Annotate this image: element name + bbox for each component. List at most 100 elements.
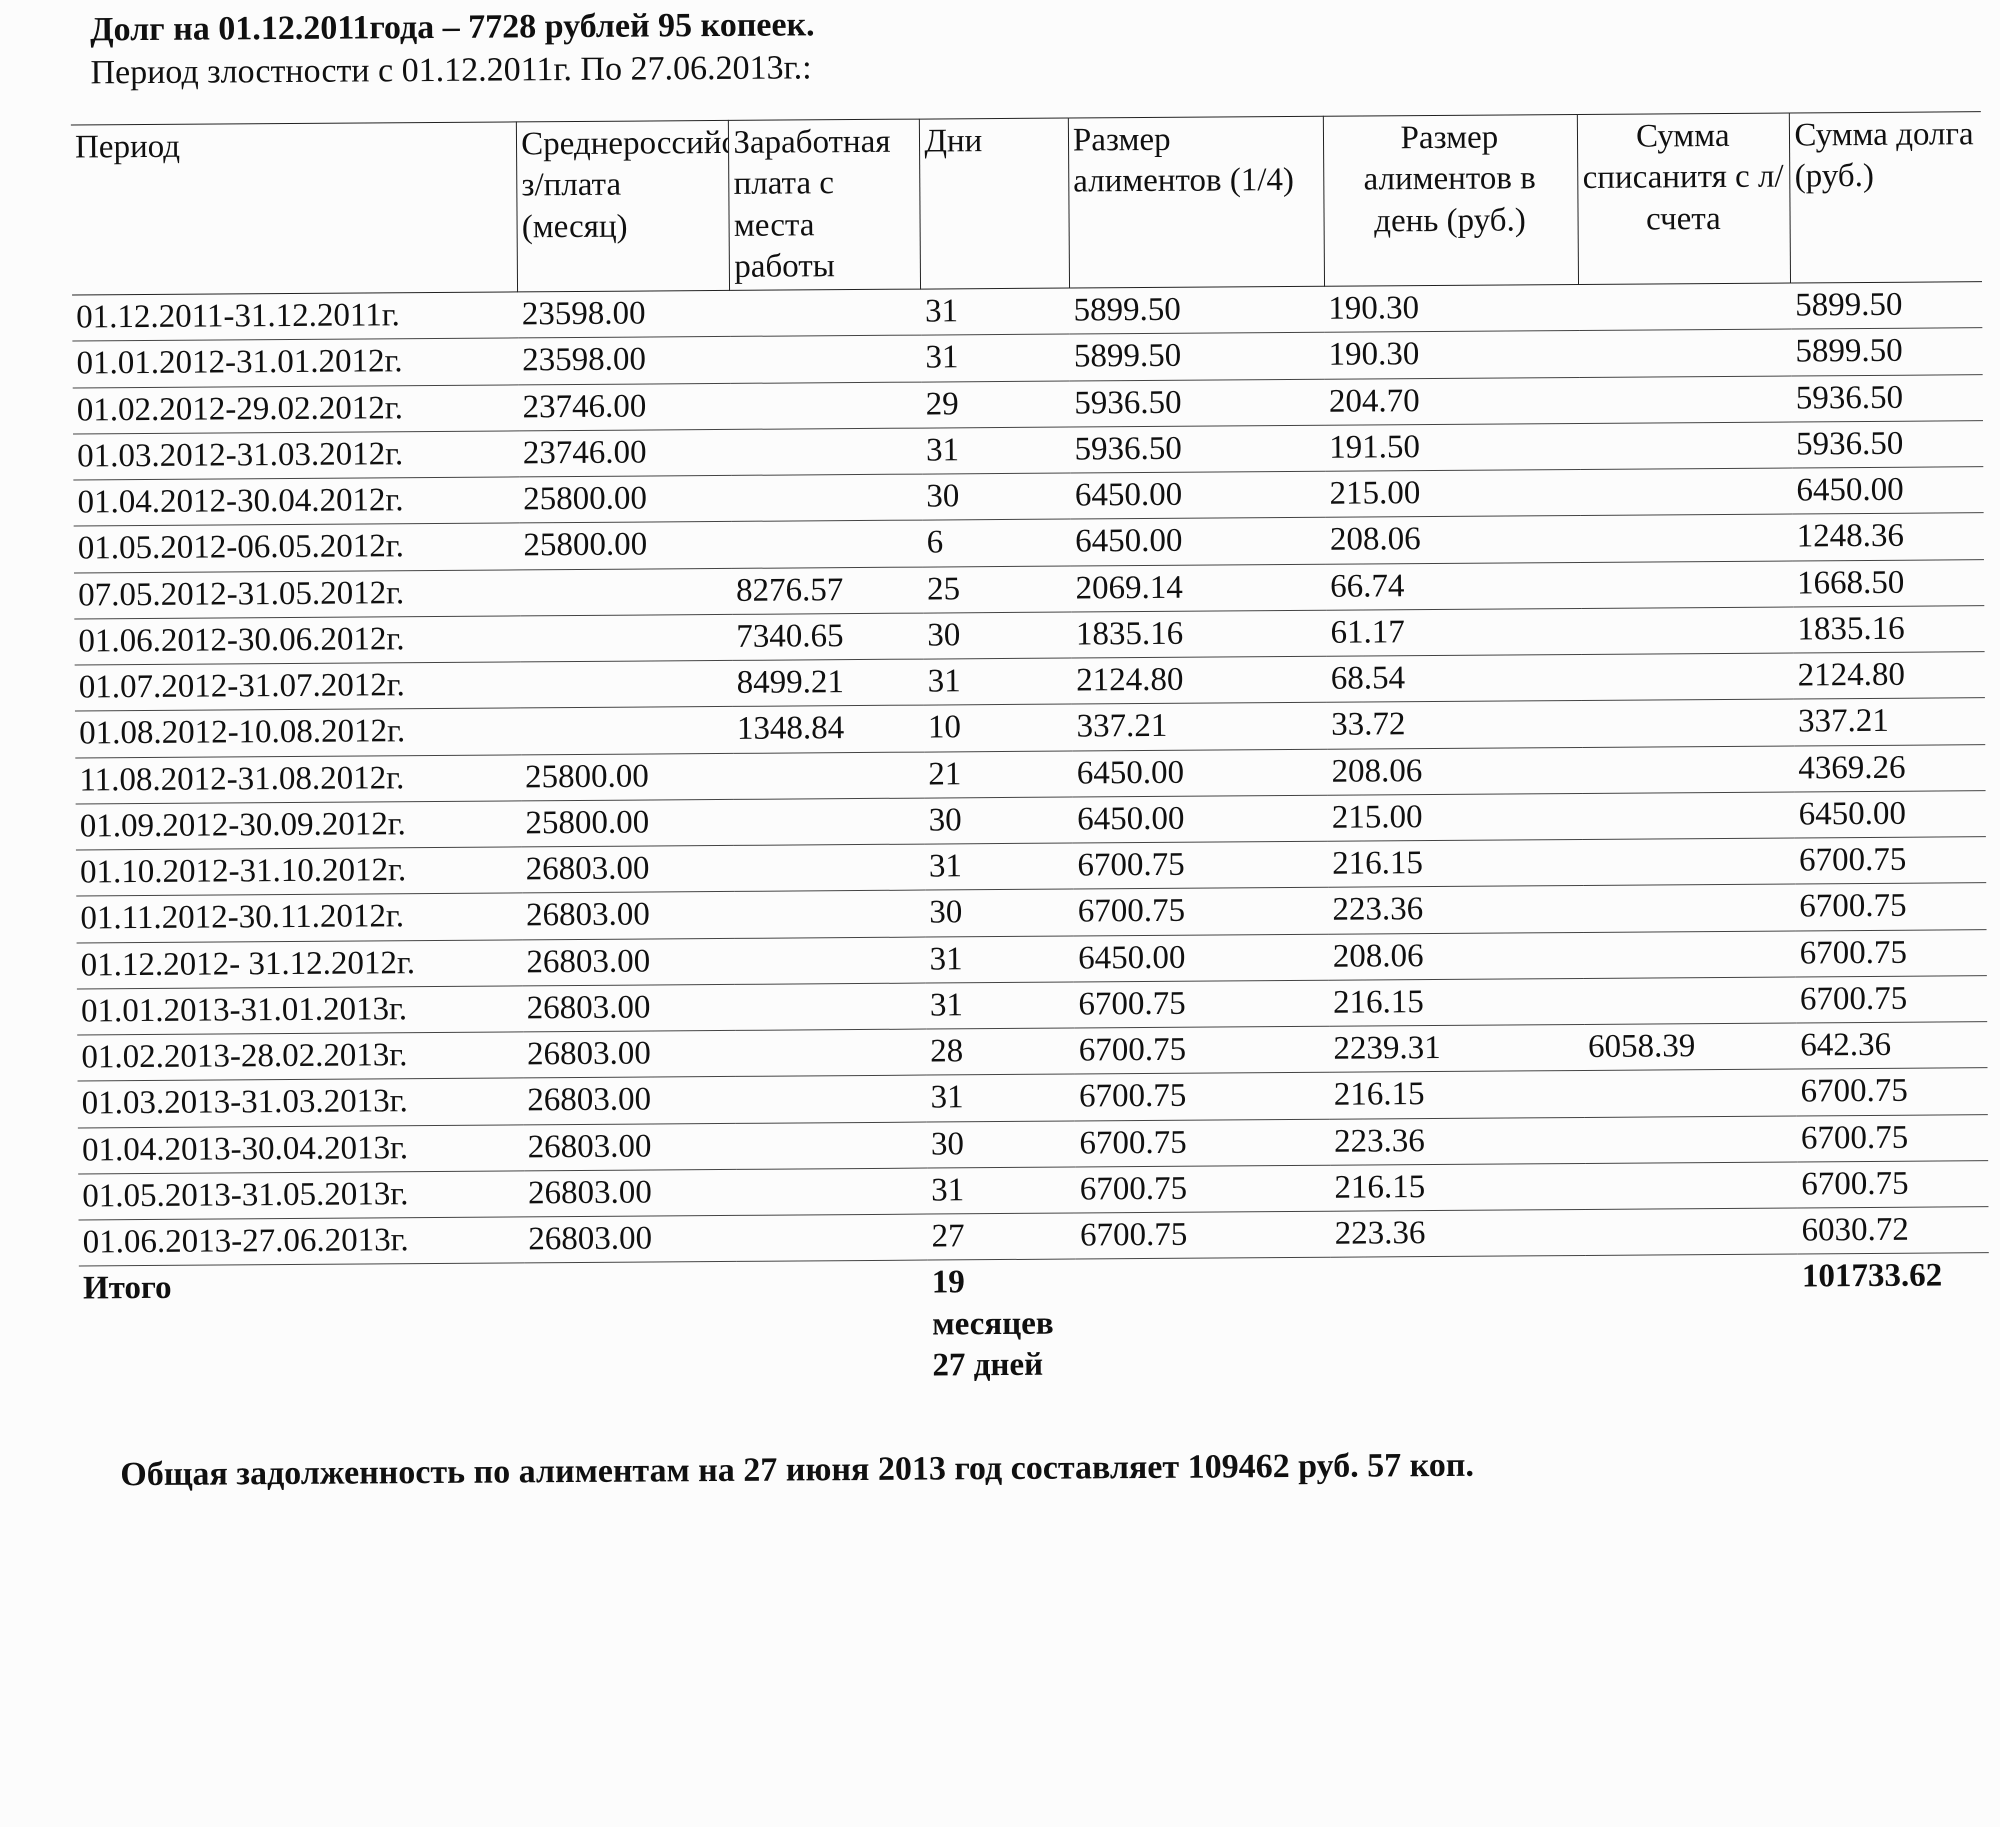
- cell-writeoff: [1581, 607, 1794, 655]
- cell-aliment-per-day: 2239.31: [1329, 1024, 1584, 1072]
- col-per-day: Размер алиментов в день (руб.): [1323, 114, 1579, 286]
- cell-writeoff: [1584, 1069, 1797, 1117]
- col-job-wage: Заработная плата с места работы: [729, 119, 921, 290]
- cell-aliment-size: 6450.00: [1071, 518, 1326, 566]
- cell-period: 01.03.2012-31.03.2012г.: [73, 431, 519, 480]
- cell-job-wage: 8499.21: [733, 659, 924, 707]
- cell-debt: 1248.36: [1793, 513, 1984, 561]
- cell-aliment-size: 337.21: [1072, 703, 1327, 751]
- cell-period: 01.10.2012-31.10.2012г.: [76, 847, 522, 896]
- cell-job-wage: [734, 890, 925, 938]
- cell-avg-wage: 25800.00: [519, 522, 732, 570]
- cell-totals-debt: 101733.62: [1798, 1253, 1990, 1383]
- cell-aliment-per-day: 215.00: [1328, 793, 1583, 841]
- cell-period: 01.03.2013-31.03.2013г.: [78, 1078, 524, 1127]
- cell-avg-wage: 26803.00: [524, 1169, 737, 1217]
- cell-job-wage: [734, 937, 925, 985]
- cell-job-wage: [734, 844, 925, 892]
- summary-line: Общая задолженность по алиментам на 27 и…: [80, 1441, 1990, 1497]
- cell-debt: 337.21: [1794, 698, 1985, 746]
- cell-days: 30: [923, 612, 1072, 659]
- cell-aliment-per-day: 208.06: [1327, 747, 1582, 795]
- cell-days: 27: [927, 1213, 1076, 1260]
- cell-job-wage: [731, 428, 922, 476]
- cell-debt: 6700.75: [1796, 975, 1987, 1023]
- cell-writeoff: [1583, 930, 1796, 978]
- cell-days: 30: [925, 889, 1074, 936]
- cell-avg-wage: 26803.00: [523, 1030, 736, 1078]
- cell-aliment-size: 5899.50: [1070, 333, 1325, 381]
- cell-debt: 6700.75: [1795, 837, 1986, 885]
- cell-aliment-per-day: 216.15: [1329, 978, 1584, 1026]
- cell-debt: 4369.26: [1794, 744, 1985, 792]
- cell-avg-wage: 26803.00: [522, 845, 735, 893]
- cell-avg-wage: 26803.00: [524, 1215, 737, 1263]
- cell-job-wage: 8276.57: [732, 567, 923, 615]
- cell-job-wage: [732, 520, 923, 568]
- cell-job-wage: [730, 335, 921, 383]
- cell-days: 31: [921, 334, 1070, 381]
- cell-job-wage: 1348.84: [733, 705, 924, 753]
- cell-period: 11.08.2012-31.08.2012г.: [75, 754, 521, 803]
- cell-writeoff: [1579, 376, 1792, 424]
- cell-debt: 642.36: [1796, 1022, 1987, 1070]
- cell-days: 10: [924, 704, 1073, 751]
- cell-empty: [737, 1260, 929, 1390]
- cell-period: 01.02.2013-28.02.2013г.: [77, 1032, 523, 1081]
- cell-aliment-size: 6700.75: [1073, 841, 1328, 889]
- cell-aliment-size: 6450.00: [1071, 471, 1326, 519]
- cell-job-wage: [736, 1214, 927, 1262]
- cell-job-wage: [735, 1029, 926, 1077]
- cell-aliment-size: 6700.75: [1076, 1165, 1331, 1213]
- cell-writeoff: [1579, 283, 1792, 331]
- cell-aliment-size: 6450.00: [1073, 749, 1328, 797]
- cell-job-wage: [735, 983, 926, 1031]
- cell-period: 01.04.2013-30.04.2013г.: [78, 1124, 524, 1173]
- cell-days: 31: [925, 843, 1074, 890]
- cell-job-wage: [731, 382, 922, 430]
- cell-aliment-per-day: 61.17: [1326, 608, 1581, 656]
- cell-writeoff: [1579, 329, 1792, 377]
- document-header: Долг на 01.12.2011года – 7728 рублей 95 …: [90, 0, 1981, 94]
- cell-empty: [1586, 1254, 1799, 1384]
- cell-avg-wage: [520, 614, 733, 662]
- cell-avg-wage: [520, 568, 733, 616]
- cell-aliment-per-day: 208.06: [1329, 932, 1584, 980]
- col-writeoff: Сумма списанитя с л/счета: [1578, 113, 1791, 284]
- cell-debt: 1668.50: [1793, 559, 1984, 607]
- cell-days: 31: [925, 936, 1074, 983]
- cell-empty: [1076, 1257, 1332, 1387]
- cell-period: 01.11.2012-30.11.2012г.: [76, 893, 522, 942]
- cell-debt: 5936.50: [1792, 374, 1983, 422]
- cell-days: 21: [924, 751, 1073, 798]
- col-period: Период: [71, 122, 518, 295]
- cell-writeoff: [1584, 977, 1797, 1025]
- cell-aliment-per-day: 190.30: [1324, 284, 1579, 332]
- cell-writeoff: 6058.39: [1584, 1023, 1797, 1071]
- cell-days: 30: [927, 1121, 1076, 1168]
- cell-debt: 1835.16: [1793, 605, 1984, 653]
- cell-writeoff: [1585, 1115, 1798, 1163]
- cell-days: 28: [926, 1028, 1075, 1075]
- cell-period: 01.06.2013-27.06.2013г.: [79, 1217, 525, 1266]
- cell-aliment-size: 5936.50: [1070, 379, 1325, 427]
- cell-days: 30: [922, 473, 1071, 520]
- cell-days: 31: [923, 658, 1072, 705]
- cell-totals-days: 19 месяцев 27 дней: [928, 1259, 1077, 1388]
- table-body: 01.12.2011-31.12.2011г.23598.00315899.50…: [72, 282, 1990, 1395]
- cell-period: 01.04.2012-30.04.2012г.: [73, 477, 519, 526]
- cell-aliment-per-day: 223.36: [1330, 1117, 1585, 1165]
- cell-aliment-size: 5899.50: [1069, 286, 1324, 334]
- cell-writeoff: [1582, 699, 1795, 747]
- cell-aliment-per-day: 215.00: [1325, 469, 1580, 517]
- cell-days: 31: [926, 1074, 1075, 1121]
- cell-aliment-per-day: 208.06: [1326, 516, 1581, 564]
- cell-aliment-size: 6700.75: [1076, 1211, 1331, 1259]
- cell-days: 31: [922, 427, 1071, 474]
- cell-debt: 6700.75: [1795, 883, 1986, 931]
- cell-writeoff: [1585, 1162, 1798, 1210]
- cell-period: 01.08.2012-10.08.2012г.: [75, 708, 521, 757]
- cell-writeoff: [1583, 838, 1796, 886]
- cell-job-wage: [736, 1122, 927, 1170]
- cell-job-wage: [733, 752, 924, 800]
